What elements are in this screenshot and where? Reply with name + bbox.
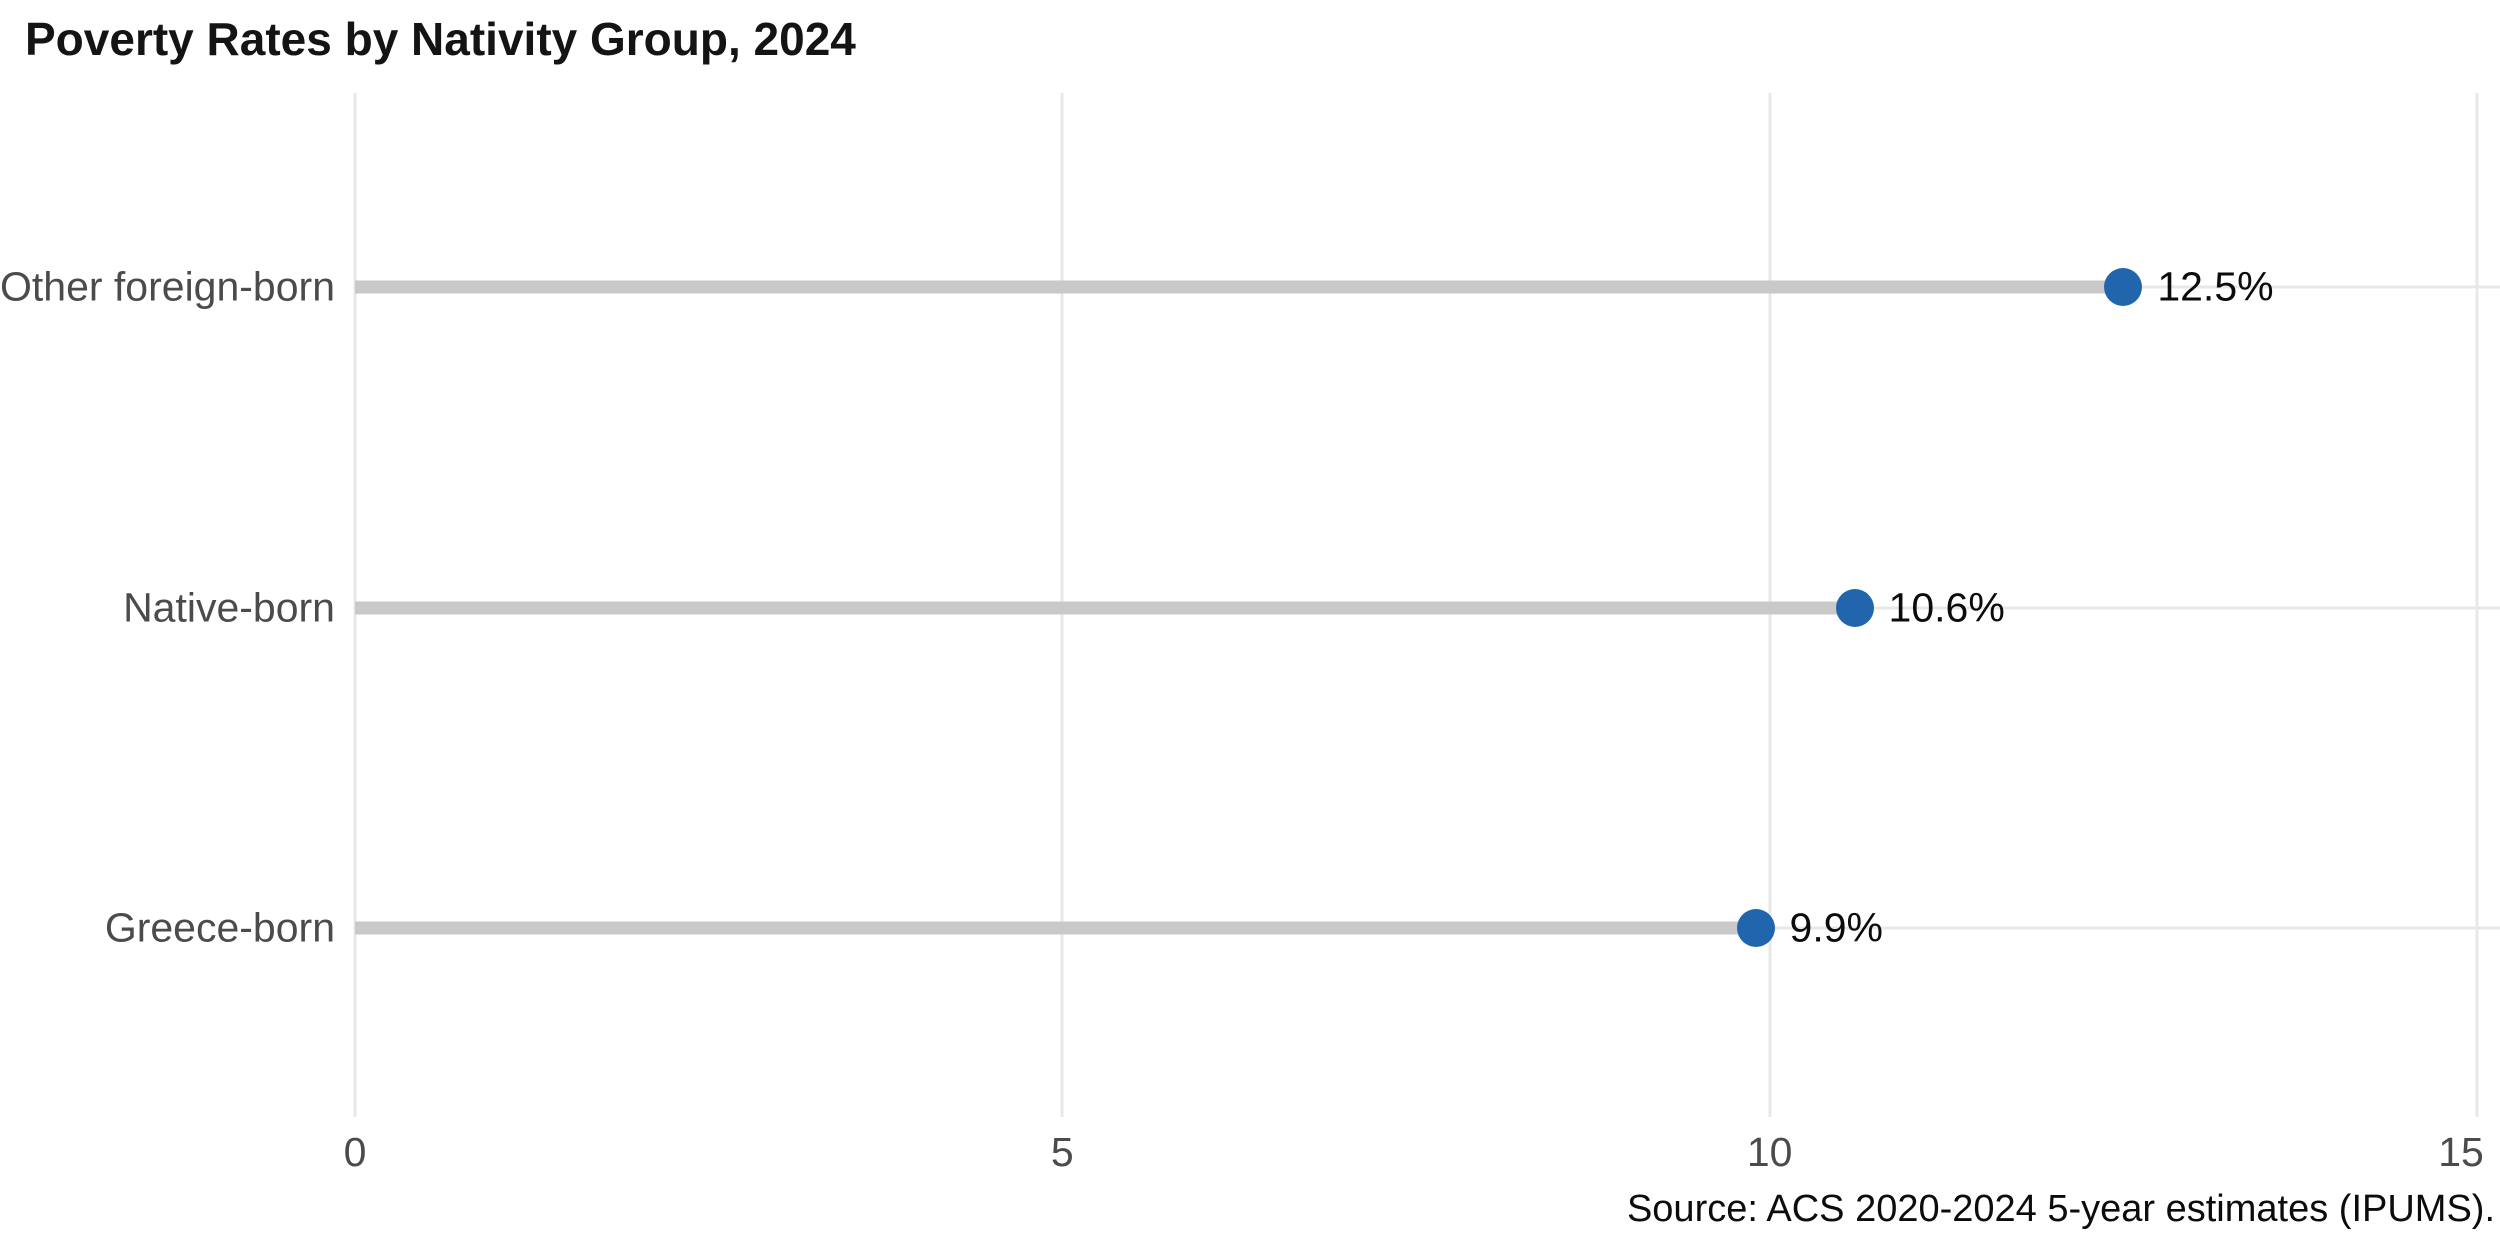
category-label: Native-born [123, 584, 335, 631]
value-label: 10.6% [1888, 584, 2005, 631]
category-label: Greece-born [104, 904, 335, 951]
lollipop-stem [355, 280, 2124, 294]
chart-title: Poverty Rates by Nativity Group, 2024 [25, 13, 856, 65]
category-label: Other foreign-born [0, 263, 335, 310]
data-point-dot [1835, 589, 1874, 627]
lollipop-stem [355, 601, 1855, 615]
x-axis: 0 5 10 15 [344, 1117, 2500, 1187]
x-tick-label: 15 [2438, 1129, 2484, 1175]
y-axis-category-labels: Other foreign-born Native-born Greece-born [0, 93, 335, 1117]
x-tick-label: 5 [1050, 1129, 1074, 1175]
value-label: 9.9% [1789, 904, 1883, 951]
source-caption: Source: ACS 2020-2024 5-year estimates (… [1626, 1188, 2495, 1230]
plot-area: 12.5% 10.6% 9.9% [353, 93, 2500, 1117]
value-label: 12.5% [2157, 263, 2274, 310]
data-point-dot [1736, 909, 1775, 947]
gridline-x-15 [2475, 93, 2479, 1117]
x-tick-label: 10 [1746, 1129, 1793, 1175]
data-point-dot [2104, 268, 2143, 306]
x-tick-label: 0 [343, 1129, 367, 1175]
lollipop-stem [355, 921, 1756, 935]
